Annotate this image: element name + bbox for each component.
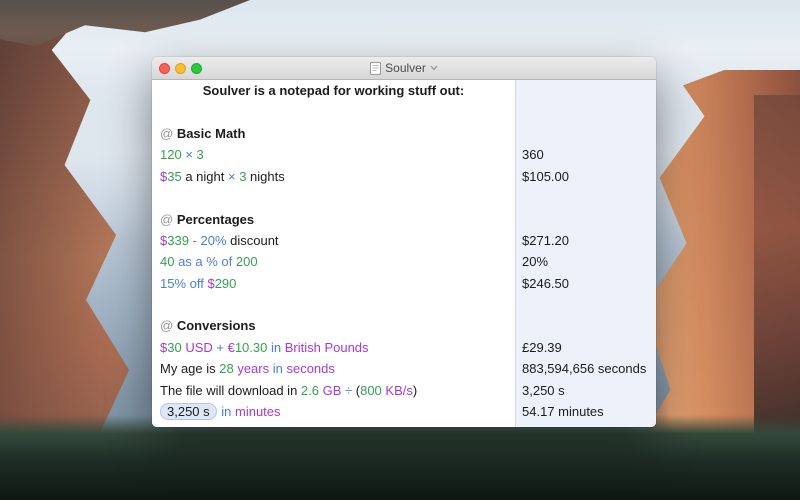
expression-row[interactable]: 3,250 s in minutes 54.17 minutes [152,401,656,422]
close-button[interactable] [159,62,170,74]
expression-row[interactable]: 40 as a % of 200 20% [152,251,656,272]
token-pill: 3,250 s [160,403,217,421]
expression-row[interactable]: The file will download in 2.6 GB ÷ (800 … [152,379,656,400]
traffic-lights [159,57,202,79]
expression-text[interactable]: 15% off $290 [160,275,237,291]
document-icon [370,61,382,75]
answer-cell: 20% [522,254,549,270]
answers-column [515,80,656,427]
section-row[interactable]: @ Conversions [152,315,656,336]
expression-text[interactable]: @ Basic Math [160,125,246,141]
answer-cell: £29.39 [522,339,562,355]
answer-cell: $246.50 [522,275,569,291]
expression-text[interactable]: $339 - 20% discount [160,232,279,248]
minimize-button[interactable] [175,62,186,74]
expression-row[interactable]: $35 a night × 3 nights $105.00 [152,166,656,187]
window-titlebar[interactable]: Soulver [152,57,656,80]
blank-row [152,101,656,122]
expression-text[interactable]: The file will download in 2.6 GB ÷ (800 … [160,382,418,398]
app-window: Soulver Soulver is a notepad for working… [152,57,656,427]
editor-pane[interactable]: Soulver is a notepad for working stuff o… [152,80,656,427]
expression-row[interactable]: 15% off $290 $246.50 [152,273,656,294]
expression-text[interactable]: 40 as a % of 200 [160,254,258,270]
expression-text[interactable]: $35 a night × 3 nights [160,168,285,184]
answer-cell: $105.00 [522,168,569,184]
expression-text[interactable]: @ Percentages [160,211,255,227]
answer-cell: $271.20 [522,232,569,248]
answer-cell: 360 [522,147,544,163]
title-row[interactable]: Soulver is a notepad for working stuff o… [152,80,656,101]
expression-row[interactable]: My age is 28 years in seconds 883,594,656… [152,358,656,379]
expression-row[interactable]: 120 × 3 360 [152,144,656,165]
blank-row [152,294,656,315]
answer-cell: 3,250 s [522,382,565,398]
valley-forest [0,415,800,500]
document-rows: Soulver is a notepad for working stuff o… [152,80,656,427]
expression-row[interactable]: $339 - 20% discount $271.20 [152,230,656,251]
section-row[interactable]: @ Basic Math [152,123,656,144]
answer-cell: 54.17 minutes [522,404,604,420]
expression-text[interactable]: @ Conversions [160,318,256,334]
blank-row [152,187,656,208]
expression-text[interactable]: Soulver is a notepad for working stuff o… [202,83,465,99]
expression-text[interactable]: $30 USD + €10.30 in British Pounds [160,339,369,355]
right-cliff-shadow [754,95,800,445]
section-row[interactable]: @ Percentages [152,208,656,229]
answer-cell: 883,594,656 seconds [522,361,647,377]
expression-text[interactable]: 3,250 s in minutes [152,403,515,421]
chevron-down-icon [430,65,438,71]
zoom-button[interactable] [191,62,202,74]
window-title-menu[interactable]: Soulver [370,61,438,75]
window-title: Soulver [385,61,426,75]
expression-text[interactable]: My age is 28 years in seconds [160,361,335,377]
expression-text[interactable]: 120 × 3 [160,147,204,163]
expression-row[interactable]: $30 USD + €10.30 in British Pounds £29.39 [152,337,656,358]
